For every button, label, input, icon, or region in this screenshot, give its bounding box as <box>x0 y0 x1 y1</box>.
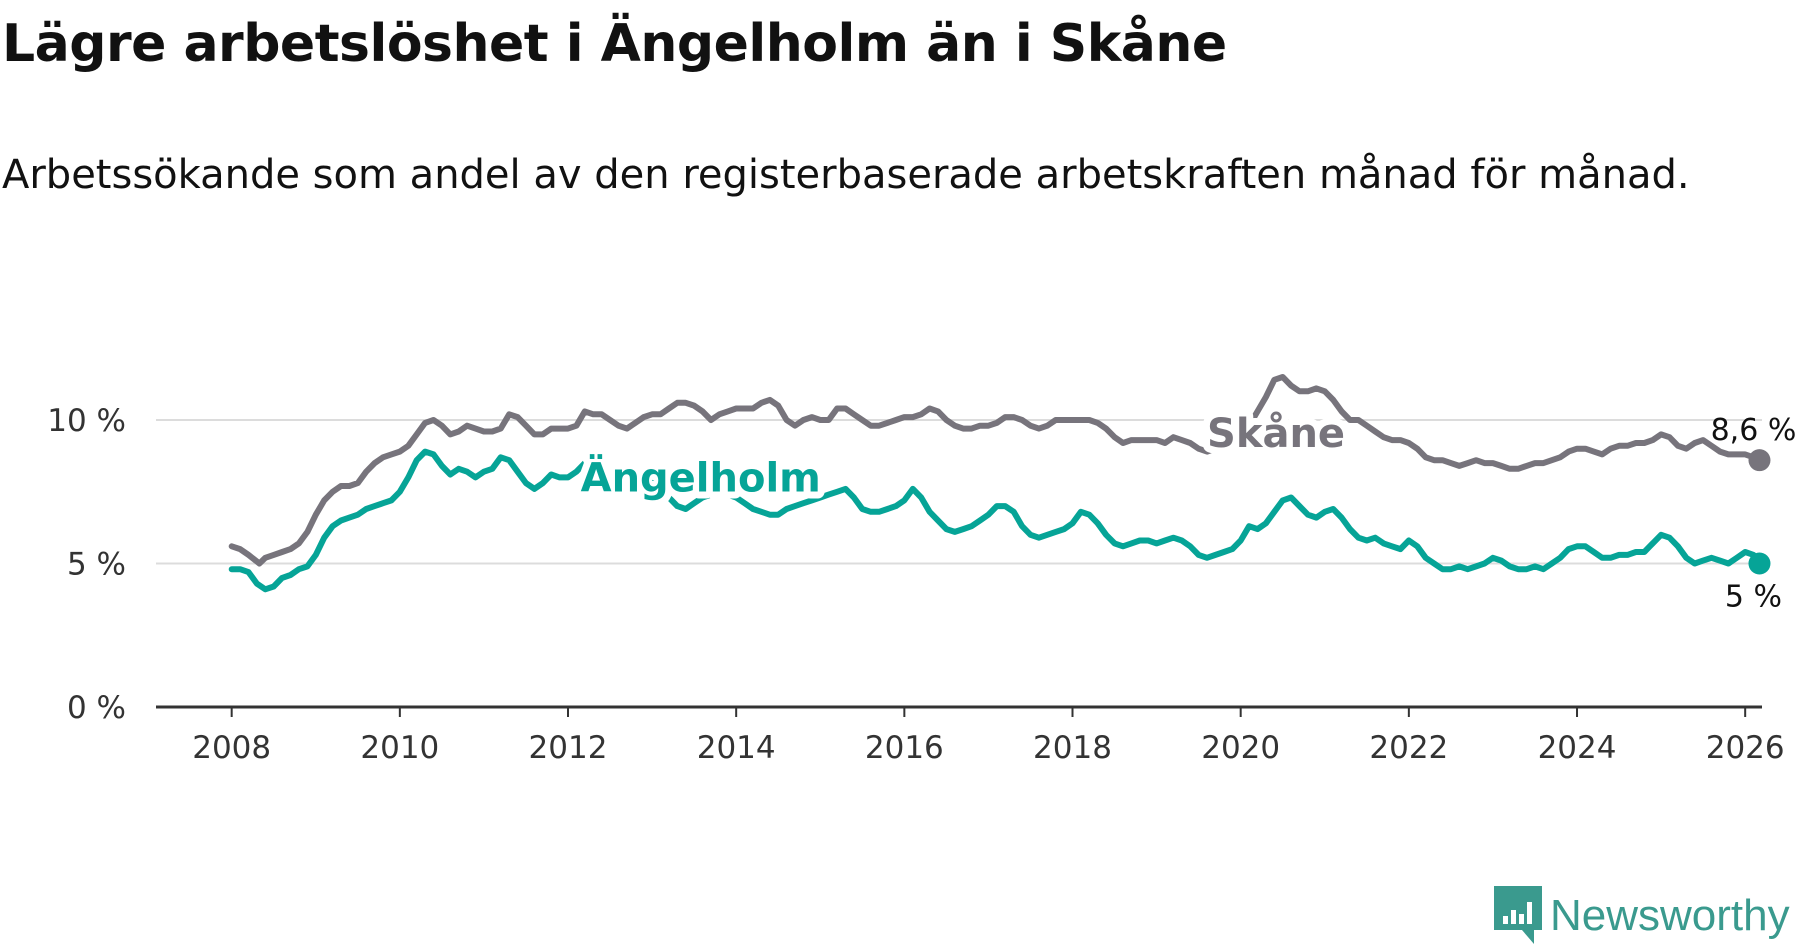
grid-lines <box>156 419 1762 565</box>
newsworthy-logo: Newsworthy <box>1494 886 1790 946</box>
y-tick-label: 0 % <box>67 690 126 726</box>
x-tick-label: 2016 <box>865 730 944 766</box>
chart-title: Lägre arbetslöshet i Ängelholm än i Skån… <box>2 14 1227 74</box>
x-tick-label: 2014 <box>697 730 776 766</box>
x-tick-label: 2024 <box>1538 730 1617 766</box>
x-tick-label: 2020 <box>1201 730 1280 766</box>
series-line-angelholm <box>228 448 1763 593</box>
x-tick-label: 2008 <box>192 730 271 766</box>
y-tick-label: 5 % <box>67 547 126 583</box>
end-marker-angelholm <box>1748 552 1771 575</box>
series-line-skane <box>228 374 1763 567</box>
x-tick-label: 2012 <box>529 730 608 766</box>
x-tick-label: 2010 <box>360 730 439 766</box>
series-labels: 8,6 % 5 % Skåne Ängelholm <box>574 403 1797 615</box>
series-label-angelholm: Ängelholm <box>581 453 821 501</box>
end-label-skane: 8,6 % <box>1711 413 1797 448</box>
series-lines <box>228 374 1771 593</box>
end-marker-skane <box>1748 449 1771 472</box>
newsworthy-logo-icon <box>1494 886 1542 944</box>
x-tick-label: 2026 <box>1706 730 1785 766</box>
end-label-angelholm: 5 % <box>1725 580 1782 615</box>
x-tick-label: 2022 <box>1369 730 1448 766</box>
newsworthy-logo-text: Newsworthy <box>1550 891 1790 940</box>
series-label-skane: Skåne <box>1207 410 1345 457</box>
y-tick-label: 10 % <box>47 403 126 439</box>
axes: 0 % 5 % 10 % 2008 2010 2012 2014 2016 2018 2020 20… <box>47 403 1784 766</box>
chart-subtitle: Arbetssökande som andel av den registerb… <box>2 152 1690 198</box>
x-tick-label: 2018 <box>1033 730 1112 766</box>
